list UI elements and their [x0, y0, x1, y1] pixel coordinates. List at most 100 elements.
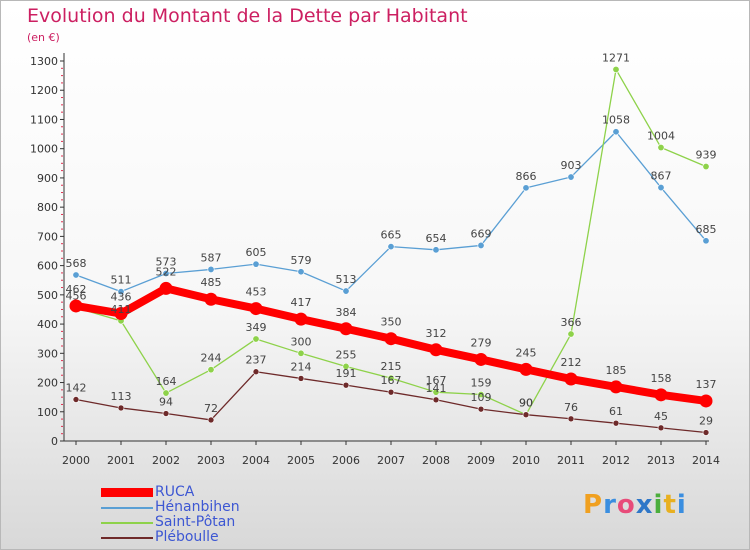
- legend-label-saint-potan: Saint-Pôtan: [155, 514, 236, 530]
- legend-label-henanbihen: Hénanbihen: [155, 499, 240, 515]
- data-point-pl-boulle: [702, 429, 710, 436]
- data-point-ruca: [339, 322, 353, 336]
- logo-letter: i: [676, 490, 687, 520]
- data-label-ruca: 485: [201, 276, 222, 289]
- data-label-pl-boulle: 214: [291, 360, 312, 373]
- data-label-pl-boulle: 191: [336, 367, 357, 380]
- legend-swatch-pleboulle: [101, 537, 153, 539]
- data-label-h-nanbihen: 568: [66, 257, 87, 270]
- data-label-ruca: 137: [696, 378, 717, 391]
- data-label-ruca: 453: [246, 286, 267, 299]
- data-label-h-nanbihen: 665: [381, 229, 402, 242]
- y-tick-label: 1100: [30, 113, 58, 126]
- data-label-h-nanbihen: 587: [201, 251, 222, 264]
- data-label-pl-boulle: 90: [519, 397, 533, 410]
- x-tick-label: 2012: [602, 454, 630, 467]
- data-point-pl-boulle: [297, 375, 305, 382]
- data-label-ruca: 185: [606, 364, 627, 377]
- data-label-ruca: 522: [156, 265, 177, 278]
- chart-subtitle: (en €): [27, 31, 60, 44]
- legend-item-henanbihen: Hénanbihen: [101, 499, 321, 515]
- data-label-ruca: 279: [471, 336, 492, 349]
- data-label-ruca: 212: [561, 356, 582, 369]
- data-label-saint-p-tan: 167: [426, 374, 447, 387]
- data-label-ruca: 158: [651, 372, 672, 385]
- legend-swatch-henanbihen: [101, 507, 153, 509]
- x-tick-label: 2006: [332, 454, 360, 467]
- y-tick-label: 100: [37, 406, 58, 419]
- data-label-pl-boulle: 141: [426, 382, 447, 395]
- data-point-ruca: [474, 352, 488, 366]
- x-tick-label: 2004: [242, 454, 270, 467]
- data-point-h-nanbihen: [702, 237, 710, 245]
- data-point-h-nanbihen: [612, 128, 620, 136]
- data-label-saint-p-tan: 349: [246, 321, 267, 334]
- data-point-pl-boulle: [207, 416, 215, 424]
- data-point-pl-boulle: [432, 396, 440, 404]
- data-point-h-nanbihen: [207, 265, 215, 273]
- y-tick-label: 900: [37, 172, 58, 185]
- data-label-pl-boulle: 29: [699, 415, 713, 428]
- legend-item-pleboulle: Pléboulle: [101, 529, 321, 545]
- data-point-ruca: [384, 332, 398, 346]
- y-tick-label: 500: [37, 289, 58, 302]
- logo-letter: o: [616, 490, 636, 520]
- x-tick-label: 2011: [557, 454, 585, 467]
- data-point-pl-boulle: [162, 410, 170, 417]
- data-label-h-nanbihen: 867: [651, 170, 672, 183]
- data-point-pl-boulle: [252, 368, 260, 376]
- data-point-h-nanbihen: [297, 268, 305, 276]
- data-label-pl-boulle: 76: [564, 401, 578, 414]
- x-tick-label: 2013: [647, 454, 675, 467]
- data-label-pl-boulle: 237: [246, 354, 267, 367]
- data-point-h-nanbihen: [72, 271, 80, 279]
- data-label-h-nanbihen: 654: [426, 232, 447, 245]
- data-label-saint-p-tan: 411: [111, 303, 132, 316]
- data-label-saint-p-tan: 244: [201, 352, 222, 365]
- y-tick-label: 400: [37, 318, 58, 331]
- data-point-saint-p-tan: [387, 374, 395, 382]
- data-point-h-nanbihen: [252, 260, 260, 268]
- data-label-pl-boulle: 167: [381, 374, 402, 387]
- y-tick-label: 300: [37, 347, 58, 360]
- legend-label-pleboulle: Pléboulle: [155, 529, 219, 545]
- legend-item-saint-potan: Saint-Pôtan: [101, 514, 321, 530]
- logo-letter: x: [635, 490, 654, 520]
- x-tick-label: 2009: [467, 454, 495, 467]
- data-point-h-nanbihen: [162, 270, 170, 278]
- data-label-pl-boulle: 72: [204, 402, 218, 415]
- data-label-h-nanbihen: 573: [156, 256, 177, 269]
- logo-letter: P: [583, 490, 604, 520]
- logo-letter: i: [653, 490, 664, 520]
- data-point-pl-boulle: [657, 424, 665, 432]
- data-point-saint-p-tan: [342, 362, 350, 370]
- x-tick-label: 2001: [107, 454, 135, 467]
- data-label-pl-boulle: 109: [471, 391, 492, 404]
- data-point-h-nanbihen: [342, 287, 350, 295]
- data-point-pl-boulle: [612, 419, 620, 427]
- data-label-pl-boulle: 113: [111, 390, 132, 403]
- data-label-ruca: 462: [66, 283, 87, 296]
- data-point-h-nanbihen: [567, 173, 575, 181]
- data-label-h-nanbihen: 866: [516, 170, 537, 183]
- data-point-ruca: [249, 302, 263, 316]
- data-point-ruca: [294, 312, 308, 326]
- data-point-pl-boulle: [342, 381, 350, 389]
- data-label-h-nanbihen: 669: [471, 227, 492, 240]
- data-point-ruca: [114, 307, 128, 321]
- x-tick-label: 2010: [512, 454, 540, 467]
- data-point-pl-boulle: [522, 411, 530, 418]
- data-label-h-nanbihen: 605: [246, 246, 267, 259]
- data-point-ruca: [654, 388, 668, 402]
- data-point-saint-p-tan: [657, 144, 665, 152]
- data-point-saint-p-tan: [612, 65, 620, 73]
- data-label-h-nanbihen: 511: [111, 274, 132, 287]
- data-label-saint-p-tan: 90: [519, 397, 533, 410]
- x-tick-label: 2002: [152, 454, 180, 467]
- y-tick-label: 600: [37, 260, 58, 273]
- data-label-ruca: 350: [381, 316, 402, 329]
- x-tick-label: 2005: [287, 454, 315, 467]
- logo-letter: t: [663, 490, 677, 520]
- data-point-h-nanbihen: [477, 241, 485, 249]
